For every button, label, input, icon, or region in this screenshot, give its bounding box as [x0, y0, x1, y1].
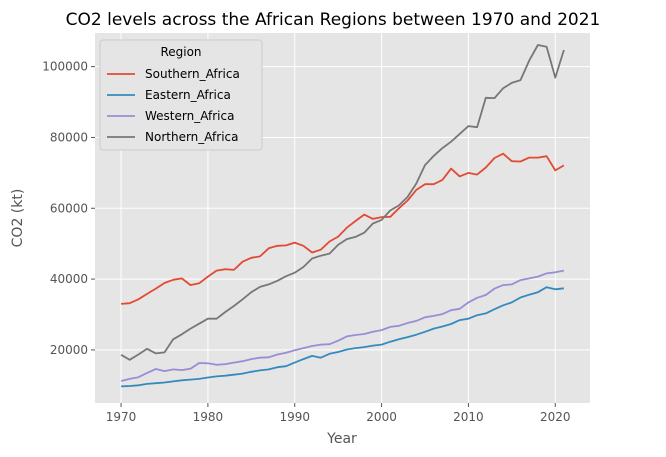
chart-title: CO2 levels across the African Regions be… [66, 10, 601, 30]
x-axis-label: Year [326, 431, 357, 447]
series-lines [120, 44, 565, 388]
series-line-western-africa [120, 269, 565, 382]
legend-label: Southern_Africa [145, 67, 240, 81]
x-tick-label: 1990 [279, 410, 310, 424]
y-axis-label: CO2 (kt) [10, 189, 26, 248]
x-tick-label: 2000 [366, 410, 397, 424]
x-tick-label: 1980 [193, 410, 224, 424]
legend-label: Western_Africa [145, 109, 234, 123]
y-tick-label: 20000 [50, 343, 88, 357]
x-tick-label: 2020 [540, 410, 571, 424]
y-tick-label: 60000 [50, 201, 88, 215]
series-line-eastern-africa [121, 286, 565, 388]
series-line-southern-africa [121, 152, 565, 305]
series-line-northern-africa [120, 44, 565, 361]
legend-title: Region [160, 45, 201, 59]
y-tick-label: 80000 [50, 130, 88, 144]
legend-label: Eastern_Africa [145, 88, 231, 102]
y-tick-label: 100000 [42, 60, 88, 74]
y-tick-label: 40000 [50, 272, 88, 286]
x-tick-label: 2010 [453, 410, 484, 424]
x-tick-label: 1970 [106, 410, 137, 424]
legend-label: Northern_Africa [145, 130, 239, 144]
legend-items: Southern_Africa Eastern_Africa Western_Afr… [107, 67, 240, 144]
legend-box [99, 39, 263, 151]
legend: Region Southern_Africa Eastern_Africa West… [99, 39, 263, 151]
y-axis-ticks: 20000 40000 60000 80000 100000 [42, 60, 95, 357]
x-axis-ticks: 1970 1980 1990 2000 2010 2020 [106, 403, 571, 424]
